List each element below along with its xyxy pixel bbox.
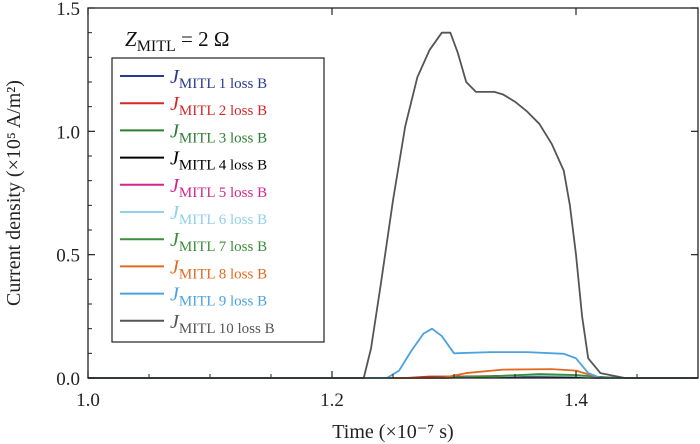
x-tick-label: 1.0 bbox=[76, 390, 100, 411]
series-line-9 bbox=[88, 327, 698, 379]
legend-box bbox=[111, 57, 325, 343]
legend-entry: JMITL 9 loss B bbox=[170, 284, 267, 310]
legend-entry: JMITL 2 loss B bbox=[170, 93, 267, 119]
y-tick-label: 0.0 bbox=[56, 369, 80, 390]
x-tick-label: 1.4 bbox=[564, 390, 588, 411]
legend-entry: JMITL 5 loss B bbox=[170, 175, 267, 201]
legend-entry: JMITL 10 loss B bbox=[170, 311, 275, 337]
x-tick-label: 1.2 bbox=[320, 390, 344, 411]
legend-entry: JMITL 7 loss B bbox=[170, 229, 267, 255]
legend-entry: JMITL 8 loss B bbox=[170, 256, 267, 282]
axes: 0.0 0.5 1.0 1.5 1.0 1.2 1.4 bbox=[56, 0, 699, 411]
legend-entry: JMITL 4 loss B bbox=[170, 148, 267, 174]
y-axis-title: Current density (×10⁵ A/m²) bbox=[3, 80, 25, 306]
series-line-10 bbox=[88, 31, 698, 379]
legend-entry: JMITL 3 loss B bbox=[170, 120, 267, 146]
x-axis-title: Time (×10⁻⁷ s) bbox=[332, 421, 453, 443]
y-tick-label: 0.5 bbox=[56, 246, 80, 267]
legend-entry: JMITL 1 loss B bbox=[170, 66, 267, 92]
legend-entry: JMITL 6 loss B bbox=[170, 202, 267, 228]
annotation: ZMITL = 2 Ω bbox=[125, 27, 230, 55]
y-tick-label: 1.5 bbox=[56, 0, 80, 20]
y-tick-label: 1.0 bbox=[56, 122, 80, 143]
impedance-annotation: ZMITL = 2 Ω bbox=[125, 27, 230, 55]
